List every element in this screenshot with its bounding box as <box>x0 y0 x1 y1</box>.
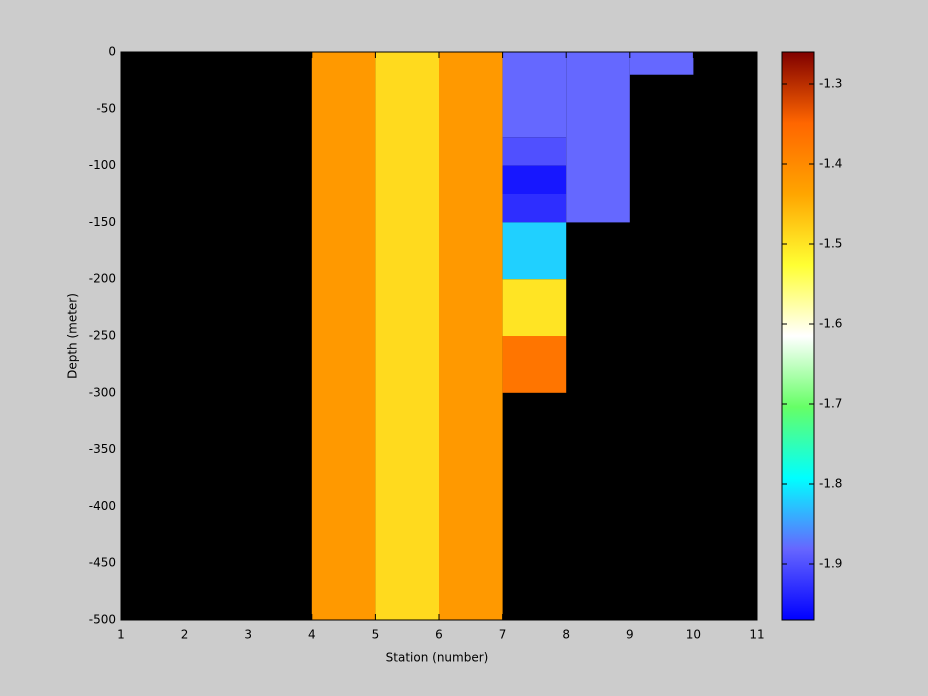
y-tick-label: -50 <box>96 101 116 115</box>
x-tick-label: 8 <box>562 628 570 642</box>
x-tick-label: 11 <box>749 628 764 642</box>
x-axis-label: Station (number) <box>386 651 489 665</box>
heatmap-cell <box>566 52 630 223</box>
y-tick-label: 0 <box>108 45 116 59</box>
y-axis-label: Depth (meter) <box>66 293 80 379</box>
y-tick-label: -150 <box>89 215 116 229</box>
colorbar <box>781 51 815 621</box>
y-tick-label: -200 <box>89 272 116 286</box>
x-tick-label: 6 <box>435 628 443 642</box>
heatmap-cell <box>375 52 439 620</box>
colorbar-tick-label: -1.3 <box>819 77 842 91</box>
colorbar-tick-label: -1.7 <box>819 397 842 411</box>
heatmap-cell <box>502 165 567 194</box>
colorbar-tick-label: -1.9 <box>819 557 842 571</box>
y-tick-label: -250 <box>89 329 116 343</box>
x-tick-label: 9 <box>626 628 634 642</box>
x-tick-label: 10 <box>686 628 701 642</box>
heatmap-cell <box>502 137 567 166</box>
y-tick-label: -400 <box>89 499 116 513</box>
y-tick-label: -500 <box>89 613 116 627</box>
colorbar-tick-label: -1.5 <box>819 237 842 251</box>
heatmap-cell <box>439 52 503 620</box>
heatmap-cell <box>502 194 567 223</box>
x-tick-label: 4 <box>308 628 316 642</box>
colorbar-tick-label: -1.6 <box>819 317 842 331</box>
heatmap-cell <box>502 336 567 393</box>
colorbar-tick-label: -1.8 <box>819 477 842 491</box>
x-tick-label: 2 <box>181 628 189 642</box>
heatmap-cell <box>629 52 694 75</box>
x-tick-label: 5 <box>372 628 380 642</box>
x-tick-label: 3 <box>244 628 252 642</box>
y-tick-label: -350 <box>89 442 116 456</box>
x-tick-label: 1 <box>117 628 125 642</box>
heatmap-cell <box>311 52 376 620</box>
y-tick-label: -100 <box>89 158 116 172</box>
y-tick-label: -450 <box>89 556 116 570</box>
heatmap-cell <box>502 52 567 138</box>
y-tick-label: -300 <box>89 385 116 399</box>
colorbar-tick-label: -1.4 <box>819 157 842 171</box>
x-tick-label: 7 <box>499 628 507 642</box>
heatmap-cell <box>502 279 567 336</box>
heatmap-cell <box>502 222 567 280</box>
